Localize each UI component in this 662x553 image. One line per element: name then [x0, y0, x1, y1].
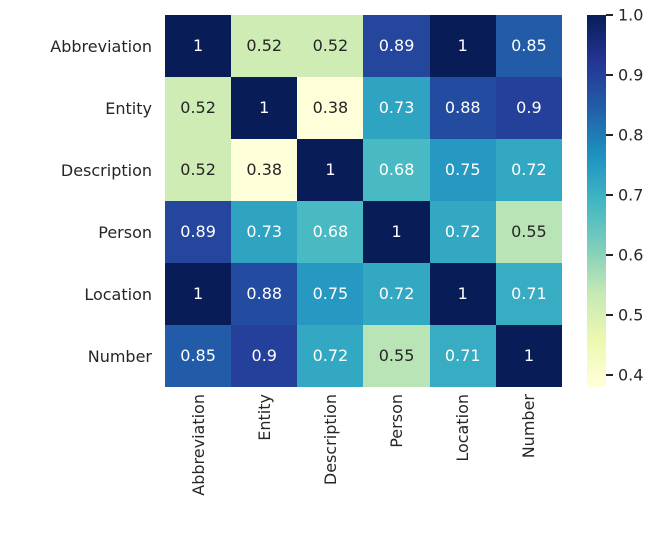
x-tick-label-text: Entity [254, 394, 274, 441]
heatmap-cell-description-location: 0.75 [429, 139, 496, 201]
y-tick-label-person: Person [98, 222, 152, 242]
heatmap-cell-location-description: 0.75 [297, 263, 364, 325]
heatmap-cell-entity-entity: 1 [231, 77, 298, 139]
heatmap-cell-location-location: 1 [429, 263, 496, 325]
y-tick-label-abbreviation: Abbreviation [50, 36, 152, 56]
y-tick-label-number: Number [87, 346, 152, 366]
heatmap-cell-entity-person: 0.73 [363, 77, 430, 139]
colorbar-tick-mark [606, 74, 613, 76]
heatmap-cell-entity-description: 0.38 [297, 77, 364, 139]
heatmap-cell-number-entity: 0.9 [231, 325, 298, 387]
heatmap-cell-number-description: 0.72 [297, 325, 364, 387]
colorbar-tick-label-0.5: 0.5 [618, 305, 644, 325]
colorbar-tick-mark [606, 374, 613, 376]
heatmap-cell-number-abbreviation: 0.85 [165, 325, 232, 387]
heatmap-cell-number-location: 0.71 [429, 325, 496, 387]
x-tick-label-text: Number [519, 394, 539, 459]
heatmap-cell-description-entity: 0.38 [231, 139, 298, 201]
heatmap-cell-person-entity: 0.73 [231, 201, 298, 263]
colorbar-tick-label-0.4: 0.4 [618, 365, 644, 385]
heatmap-cell-description-abbreviation: 0.52 [165, 139, 232, 201]
colorbar-tick-label-1.0: 1.0 [618, 5, 644, 25]
heatmap-cell-person-number: 0.55 [495, 201, 562, 263]
colorbar-tick-mark [606, 134, 613, 136]
heatmap-cell-entity-number: 0.9 [495, 77, 562, 139]
x-tick-label-text: Description [320, 394, 340, 486]
x-tick-label-location: Location [430, 394, 496, 553]
colorbar-tick-mark [606, 314, 613, 316]
heatmap-cell-description-number: 0.72 [495, 139, 562, 201]
heatmap-cell-person-description: 0.68 [297, 201, 364, 263]
heatmap-cell-entity-abbreviation: 0.52 [165, 77, 232, 139]
heatmap-cell-person-location: 0.72 [429, 201, 496, 263]
colorbar-tick-mark [606, 194, 613, 196]
heatmap-cell-number-number: 1 [495, 325, 562, 387]
y-tick-label-entity: Entity [105, 98, 152, 118]
colorbar-tick-mark [606, 254, 613, 256]
colorbar-tick-label-0.7: 0.7 [618, 185, 644, 205]
colorbar-tick-label-0.6: 0.6 [618, 245, 644, 265]
x-tick-label-person: Person [364, 394, 430, 553]
y-tick-label-description: Description [60, 160, 152, 180]
colorbar-tick-label-0.8: 0.8 [618, 125, 644, 145]
x-tick-label-description: Description [297, 394, 363, 553]
heatmap-cell-location-number: 0.71 [495, 263, 562, 325]
x-tick-label-entity: Entity [231, 394, 297, 553]
heatmap-cell-entity-location: 0.88 [429, 77, 496, 139]
heatmap-cell-abbreviation-person: 0.89 [363, 15, 430, 77]
x-tick-label-number: Number [496, 394, 562, 553]
heatmap-grid: 1 0.52 0.52 0.89 1 0.85 0.52 1 0.38 0.73 0.88 0.9 0.… [165, 15, 562, 387]
colorbar-tick-mark [606, 14, 613, 16]
heatmap-cell-description-description: 1 [297, 139, 364, 201]
heatmap-cell-person-person: 1 [363, 201, 430, 263]
x-tick-label-text: Abbreviation [188, 394, 208, 496]
heatmap-cell-abbreviation-entity: 0.52 [231, 15, 298, 77]
x-tick-label-text: Location [453, 394, 473, 462]
heatmap-cell-location-entity: 0.88 [231, 263, 298, 325]
colorbar-gradient [587, 15, 606, 387]
x-tick-label-abbreviation: Abbreviation [165, 394, 231, 553]
heatmap-cell-description-person: 0.68 [363, 139, 430, 201]
heatmap-cell-abbreviation-description: 0.52 [297, 15, 364, 77]
colorbar-tick-label-0.9: 0.9 [618, 65, 644, 85]
y-tick-label-location: Location [84, 284, 152, 304]
heatmap-cell-number-person: 0.55 [363, 325, 430, 387]
heatmap-cell-abbreviation-number: 0.85 [495, 15, 562, 77]
x-tick-label-text: Person [387, 394, 407, 448]
heatmap-cell-abbreviation-abbreviation: 1 [165, 15, 232, 77]
heatmap-cell-person-abbreviation: 0.89 [165, 201, 232, 263]
heatmap-cell-abbreviation-location: 1 [429, 15, 496, 77]
heatmap-cell-location-abbreviation: 1 [165, 263, 232, 325]
heatmap-cell-location-person: 0.72 [363, 263, 430, 325]
